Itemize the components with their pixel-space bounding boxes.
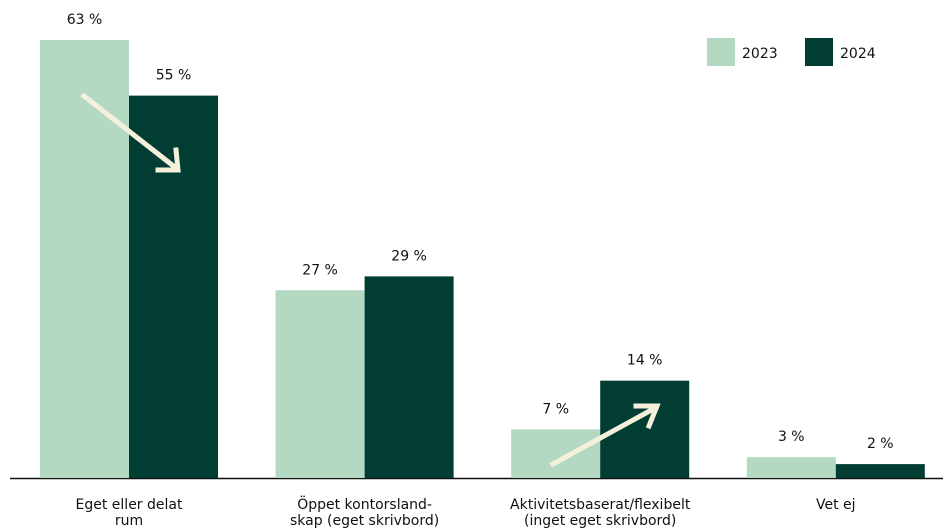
- value-label: 27 %: [302, 262, 338, 278]
- x-tick-label: Öppet kontorsland-: [297, 495, 432, 513]
- x-tick-label: skap (eget skrivbord): [290, 513, 439, 529]
- bar: [835, 464, 925, 478]
- bar: [746, 457, 836, 478]
- value-label: 63 %: [67, 12, 103, 28]
- bars: [40, 40, 925, 478]
- value-label: 2 %: [867, 436, 894, 452]
- x-tick-label: rum: [115, 513, 143, 529]
- x-tick-label: Aktivitetsbaserat/flexibelt: [510, 497, 691, 513]
- value-label: 29 %: [391, 248, 427, 264]
- value-label: 3 %: [778, 429, 805, 445]
- x-tick-label: Eget eller delat: [76, 497, 183, 513]
- arrows: [80, 92, 661, 468]
- down-arrow: [80, 92, 181, 173]
- up-arrow: [549, 403, 661, 468]
- bar: [275, 290, 365, 478]
- bar: [129, 95, 218, 478]
- legend-swatch: [805, 38, 833, 66]
- legend-label: 2024: [840, 46, 876, 62]
- bar: [40, 40, 129, 478]
- legend-label: 2023: [742, 46, 778, 62]
- legend-swatch: [707, 38, 735, 66]
- bar: [364, 276, 454, 478]
- value-label: 14 %: [627, 353, 663, 369]
- value-label: 55 %: [156, 68, 192, 84]
- x-tick-label: (inget eget skrivbord): [524, 513, 676, 529]
- x-tick-label: Vet ej: [816, 497, 856, 513]
- bar: [511, 429, 601, 478]
- value-label: 7 %: [542, 401, 569, 417]
